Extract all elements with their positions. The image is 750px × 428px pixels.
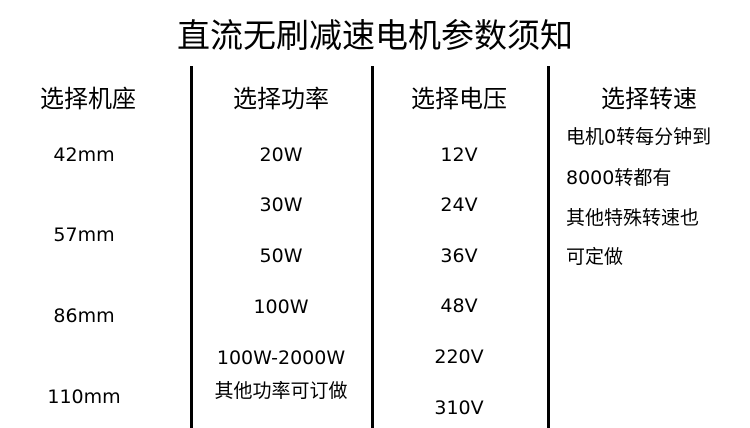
speed-note-line: 8000转都有	[566, 167, 672, 189]
power-option: 30W	[259, 194, 303, 216]
column-divider	[190, 66, 193, 428]
power-option: 20W	[259, 144, 303, 166]
voltage-option: 36V	[440, 245, 478, 267]
voltage-option: 24V	[440, 194, 478, 216]
page-title: 直流无刷减速电机参数须知	[177, 16, 573, 55]
voltage-option: 220V	[434, 346, 484, 368]
header-frame-size: 选择机座	[40, 85, 136, 113]
column-divider	[371, 66, 374, 428]
speed-note-line: 其他特殊转速也	[566, 207, 700, 229]
voltage-option: 48V	[440, 295, 478, 317]
speed-note-line: 可定做	[566, 246, 624, 268]
power-option: 100W	[253, 296, 309, 318]
header-speed: 选择转速	[601, 85, 697, 113]
header-voltage: 选择电压	[411, 85, 507, 113]
header-power: 选择功率	[233, 85, 329, 113]
frame-size-option: 42mm	[53, 144, 115, 166]
speed-note-line: 电机0转每分钟到	[566, 126, 712, 148]
voltage-option: 12V	[440, 144, 478, 166]
column-divider	[547, 66, 550, 428]
frame-size-option: 110mm	[47, 386, 121, 408]
power-custom-note: 其他功率可订做	[214, 380, 348, 402]
voltage-option: 310V	[434, 397, 484, 419]
power-option: 100W-2000W	[216, 347, 346, 369]
frame-size-option: 86mm	[53, 305, 115, 327]
power-option: 50W	[259, 245, 303, 267]
frame-size-option: 57mm	[53, 224, 115, 246]
